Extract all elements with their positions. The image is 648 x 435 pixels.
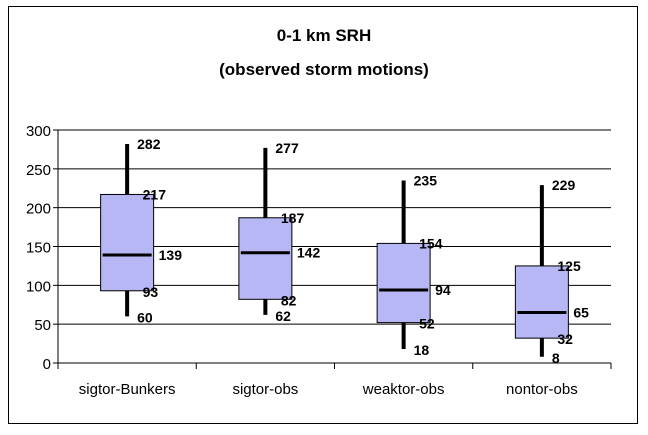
y-tick-label: 250: [26, 162, 51, 179]
q1-value-label: 52: [419, 316, 435, 332]
iqr-box: [514, 265, 569, 339]
iqr-box: [376, 242, 431, 324]
q1-value-label: 32: [557, 331, 573, 347]
chart-title: 0-1 km SRH: [276, 26, 372, 45]
x-tick-label: nontor-obs: [506, 381, 578, 398]
q3-value-label: 125: [557, 258, 581, 274]
max-value-label: 282: [137, 136, 161, 152]
iqr-box: [100, 193, 155, 292]
x-tick-label: weaktor-obs: [362, 381, 445, 398]
median-value-label: 139: [159, 247, 183, 263]
q3-value-label: 187: [281, 210, 305, 226]
median-value-label: 65: [573, 305, 589, 321]
median-value-label: 142: [297, 245, 321, 261]
min-value-label: 62: [275, 308, 291, 324]
y-tick-label: 200: [26, 201, 51, 218]
iqr-box: [238, 217, 293, 300]
y-tick-label: 50: [34, 317, 51, 334]
y-tick-label: 300: [26, 123, 51, 140]
max-value-label: 277: [275, 140, 299, 156]
max-value-label: 235: [414, 172, 438, 188]
max-value-label: 229: [552, 177, 576, 193]
q3-value-label: 217: [143, 186, 167, 202]
q1-value-label: 93: [143, 284, 159, 300]
median-value-label: 94: [435, 282, 451, 298]
chart-subtitle: (observed storm motions): [219, 60, 429, 79]
min-value-label: 18: [414, 342, 430, 358]
x-tick-label: sigtor-obs: [232, 381, 298, 398]
y-tick-label: 100: [26, 278, 51, 295]
x-tick-label: sigtor-Bunkers: [79, 381, 176, 398]
min-value-label: 60: [137, 309, 153, 325]
q1-value-label: 82: [281, 292, 297, 308]
y-tick-label: 0: [43, 356, 51, 373]
q3-value-label: 154: [419, 235, 443, 251]
y-tick-label: 150: [26, 240, 51, 257]
min-value-label: 8: [552, 350, 560, 366]
